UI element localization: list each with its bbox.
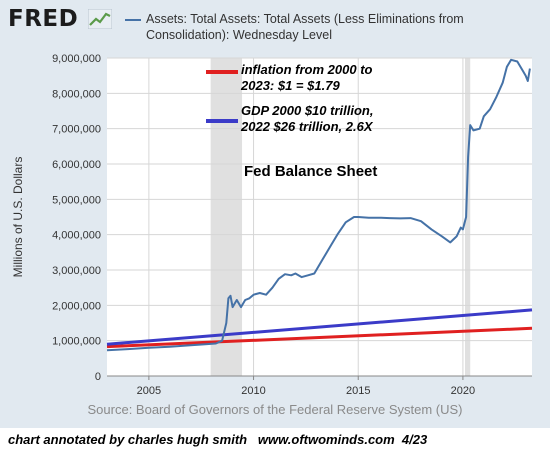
x-tick-label-1: 2010 [241, 385, 265, 397]
recession-band-0 [210, 58, 243, 376]
x-tick-label-0: 2005 [137, 385, 161, 397]
y-tick-label-4: 4,000,000 [52, 230, 101, 242]
y-tick-label-3: 3,000,000 [52, 265, 101, 277]
y-tick-label-0: 0 [95, 371, 101, 383]
y-tick-label-1: 1,000,000 [52, 336, 101, 348]
plot-area: 0 1,000,000 2,000,000 3,000,000 4,000,000 5,0… [11, 53, 533, 397]
fed-balance-sheet-annotation: Fed Balance Sheet [244, 163, 378, 180]
y-tick-label-6: 6,000,000 [52, 159, 101, 171]
chart-title: Assets: Total Assets: Total Assets (Less… [146, 12, 464, 42]
line-graph-icon [88, 9, 112, 29]
series-line-total-assets [106, 58, 531, 352]
footer-credit: chart annotated by charles hugh smith ww… [8, 432, 428, 447]
gdp-annotation: GDP 2000 $10 trillion, 2022 $26 trillion… [241, 103, 374, 134]
recession-band-1 [465, 58, 471, 376]
x-tick-label-2: 2015 [346, 385, 370, 397]
inflation-swatch [206, 70, 238, 74]
y-tick-label-8: 8,000,000 [52, 88, 101, 100]
inflation-annotation: inflation from 2000 to 2023: $1 = $1.79 [241, 62, 373, 93]
y-tick-label-9: 9,000,000 [52, 53, 101, 65]
y-axis-label: Millions of U.S. Dollars [11, 157, 25, 278]
gdp-swatch [206, 119, 238, 123]
x-tick-label-3: 2020 [451, 385, 475, 397]
y-tick-label-7: 7,000,000 [52, 124, 101, 136]
gdp-trend-line [106, 308, 533, 346]
plot-background [107, 58, 532, 376]
inflation-trend-line [106, 326, 533, 349]
y-tick-label-5: 5,000,000 [52, 194, 101, 206]
fred-logo[interactable]: FRED [8, 6, 79, 32]
y-tick-label-2: 2,000,000 [52, 300, 101, 312]
source-note: Source: Board of Governors of the Federa… [87, 402, 463, 417]
legend-series-swatch [125, 19, 141, 21]
